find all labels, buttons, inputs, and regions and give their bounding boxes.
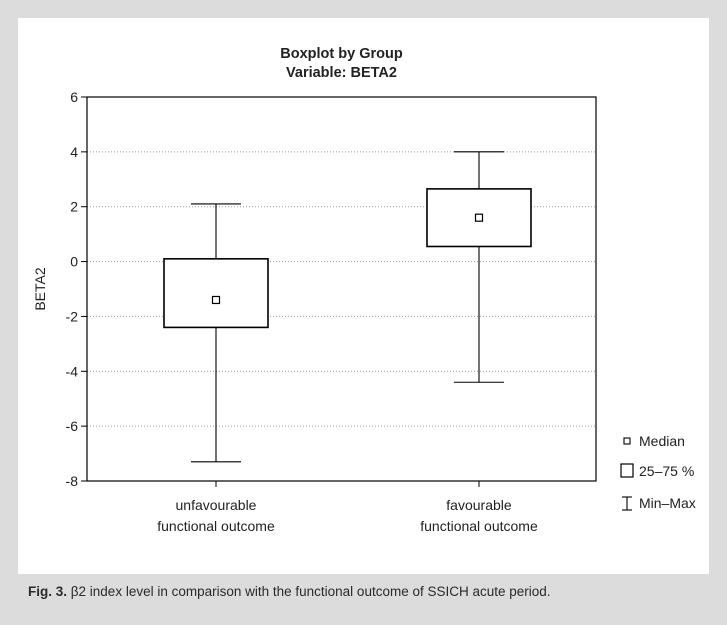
median-marker <box>211 295 221 305</box>
legend-box-icon <box>620 463 634 478</box>
y-tick-label: -4 <box>66 363 79 379</box>
y-tick-label: 6 <box>70 89 78 105</box>
figure-panel: Boxplot by Group Variable: BETA2 -8 -6 -4 -2 0… <box>18 18 709 574</box>
caption-label: Fig. 3. <box>28 584 68 599</box>
caption-text: β2 index level in comparison with the fu… <box>67 584 551 599</box>
x-tick-label: unfavourable <box>176 497 257 513</box>
median-marker <box>474 213 484 222</box>
x-tick-label: functional outcome <box>157 518 275 534</box>
legend-median-icon <box>623 437 631 445</box>
y-tick-label: -6 <box>66 418 79 434</box>
x-tick-label: favourable <box>446 497 512 513</box>
boxplot-chart: Boxplot by Group Variable: BETA2 -8 -6 -4 -2 0… <box>32 46 696 534</box>
legend-label-box: 25–75 % <box>639 463 694 479</box>
y-tick-label: 4 <box>70 144 78 160</box>
y-tick-label: 2 <box>70 199 78 215</box>
chart-title: Boxplot by Group <box>280 46 403 62</box>
plot-frame <box>86 96 597 482</box>
y-tick-label: -2 <box>66 308 79 324</box>
y-tick-label: 0 <box>70 254 78 270</box>
x-tick-label: functional outcome <box>420 518 538 534</box>
chart-subtitle: Variable: BETA2 <box>286 65 397 81</box>
y-tick-label: -8 <box>66 473 79 489</box>
figure-caption: Fig. 3. β2 index level in comparison wit… <box>28 584 551 599</box>
legend-label-range: Min–Max <box>639 495 696 511</box>
iqr-box <box>163 258 269 329</box>
legend-label-median: Median <box>639 433 685 449</box>
y-axis-label: BETA2 <box>32 267 48 311</box>
